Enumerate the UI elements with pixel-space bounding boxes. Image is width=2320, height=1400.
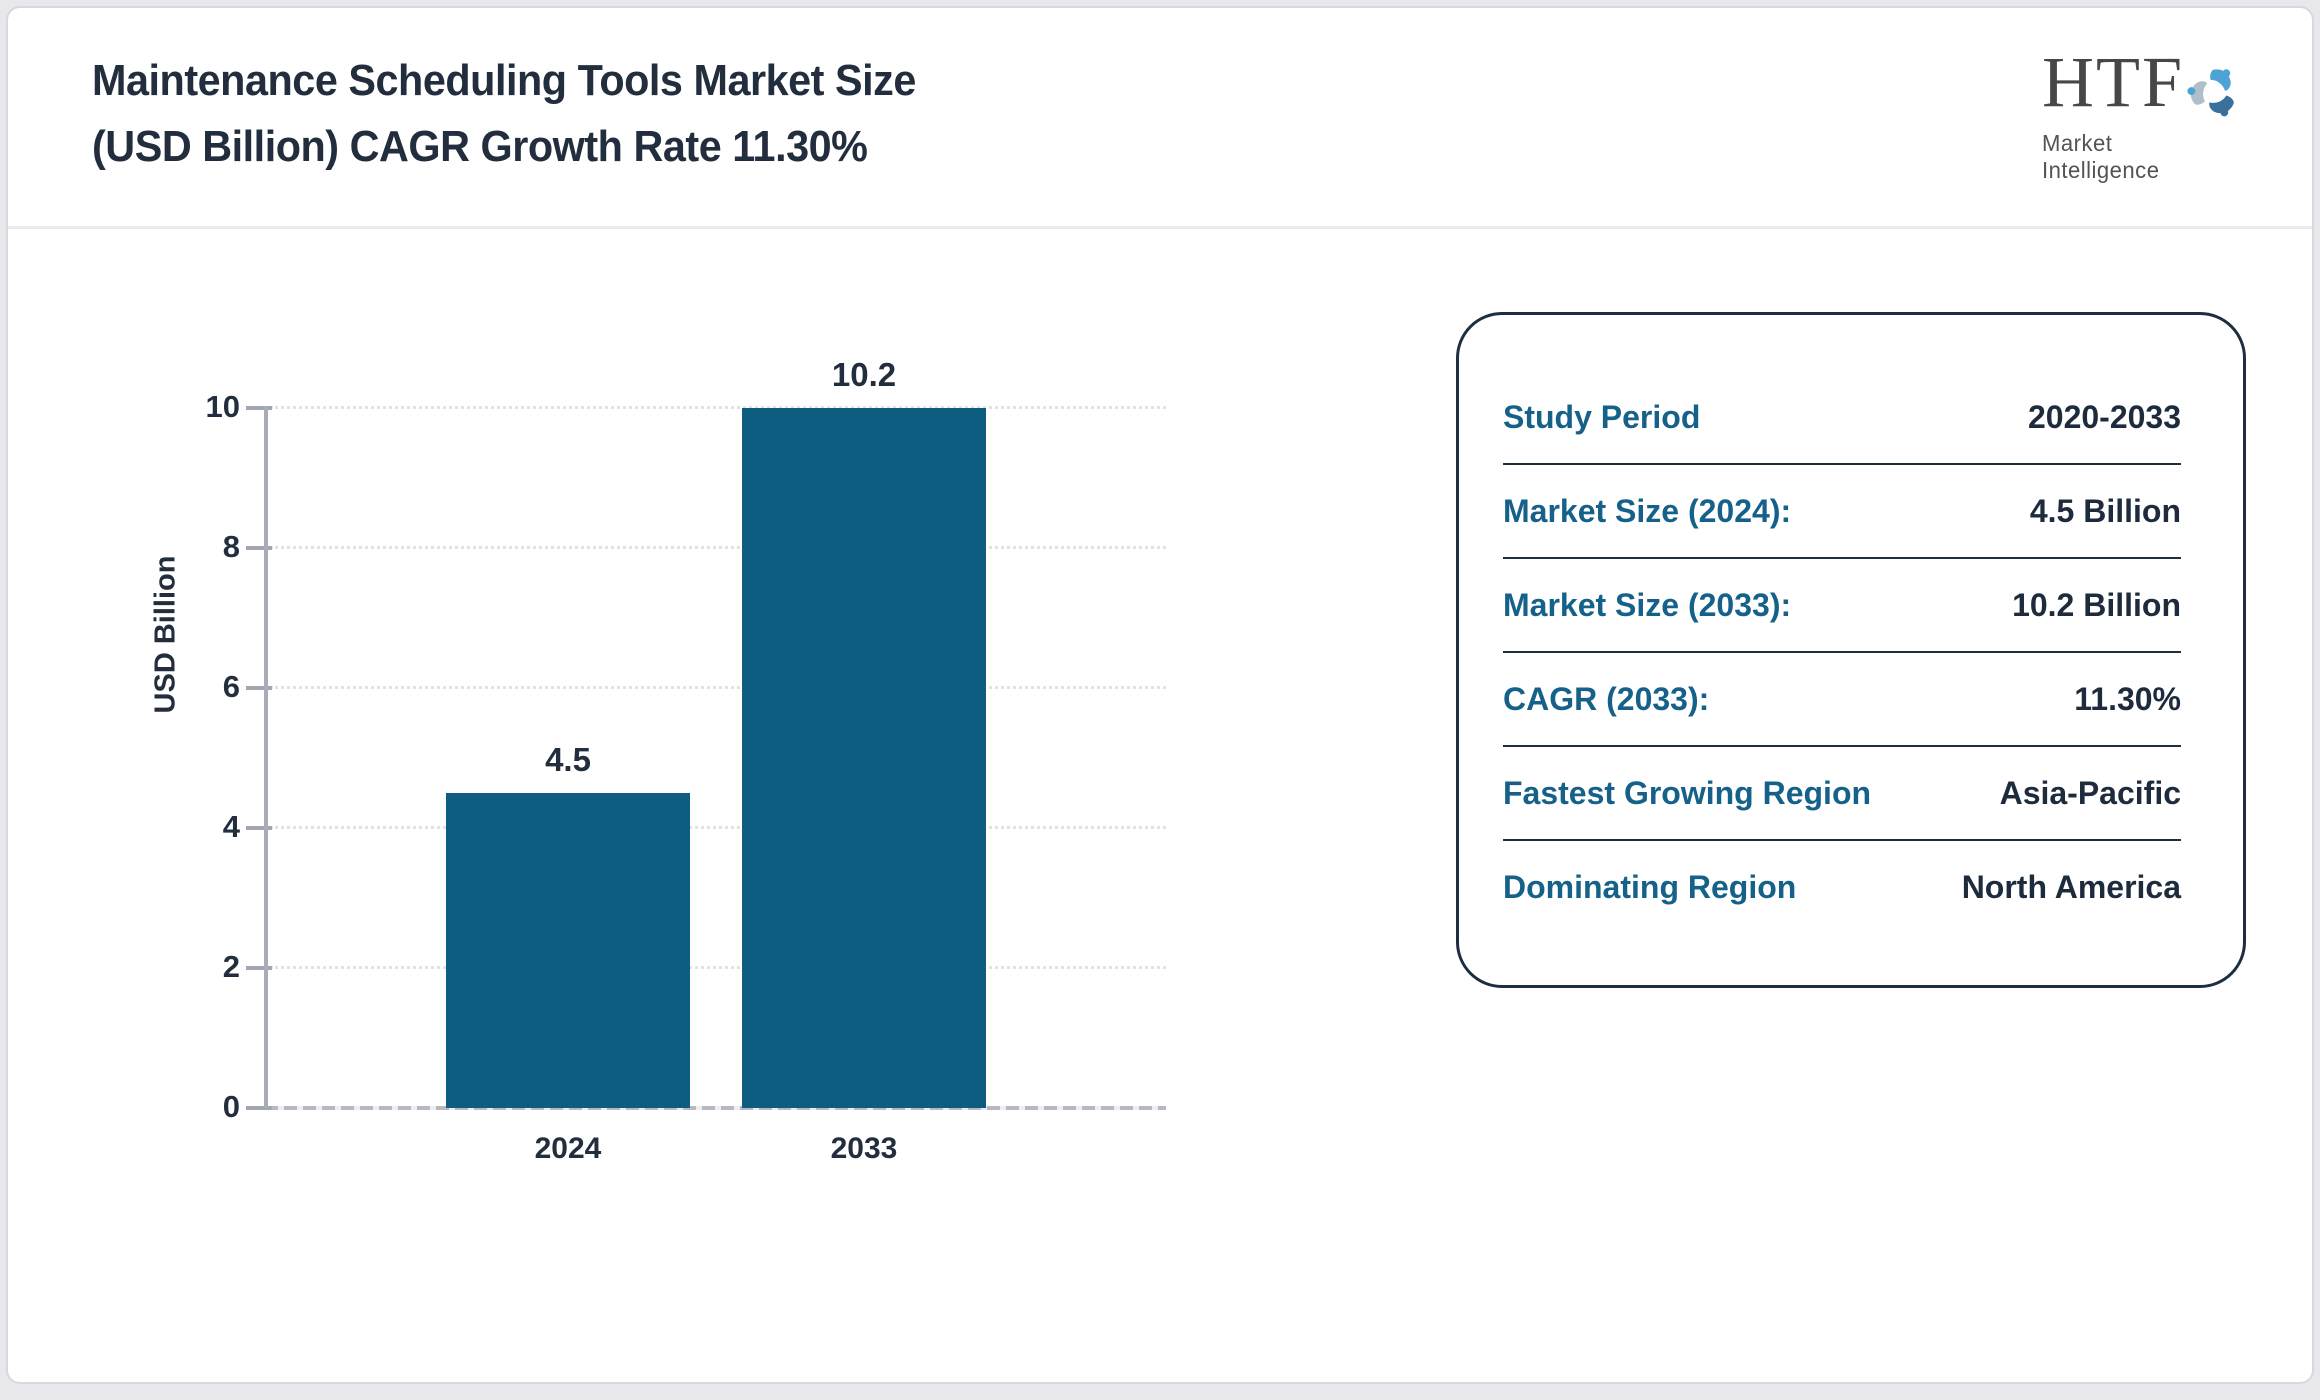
y-tick-mark: [246, 406, 272, 410]
x-category-label: 2024: [534, 1132, 602, 1165]
panel-row-value: 11.30%: [2074, 680, 2181, 717]
x-category-label: 2033: [830, 1132, 898, 1165]
bar-value-label: 4.5: [545, 741, 591, 778]
y-tick-mark: [246, 1106, 272, 1110]
logo-swirl-icon: [2187, 69, 2234, 117]
y-tick-label: 6: [222, 669, 240, 704]
y-tick-mark: [246, 686, 272, 690]
panel-row-label: CAGR (2033):: [1503, 680, 1710, 717]
panel-row-label: Study Period: [1503, 398, 1701, 435]
y-axis-line: [264, 406, 268, 1108]
infographic-card: Maintenance Scheduling Tools Market Size…: [6, 6, 2314, 1384]
panel-row: Fastest Growing Region Asia-Pacific: [1503, 747, 2181, 841]
summary-panel: Study Period 2020-2033 Market Size (2024):…: [1456, 312, 2246, 988]
gridline: [270, 826, 1166, 829]
panel-row: Market Size (2033): 10.2 Billion: [1503, 559, 2181, 653]
panel-row: Study Period 2020-2033: [1503, 371, 2181, 465]
header-divider: [8, 226, 2312, 229]
panel-row-value: North America: [1961, 868, 2181, 905]
bar-value-label: 10.2: [831, 356, 897, 393]
x-axis-baseline: [246, 1106, 1166, 1110]
y-tick-label: 2: [222, 949, 240, 984]
logo-wordmark: HTF: [2042, 42, 2185, 122]
brand-logo: HTF Market Inte: [2042, 42, 2242, 184]
page-title: Maintenance Scheduling Tools Market Size…: [92, 56, 916, 171]
y-tick-label: 0: [222, 1089, 240, 1124]
bar-2033: [742, 408, 986, 1108]
panel-row: Dominating Region North America: [1503, 841, 2181, 933]
panel-row: Market Size (2024): 4.5 Billion: [1503, 465, 2181, 559]
logo-subtext: Market Intelligence: [2042, 130, 2160, 183]
panel-row-label: Market Size (2024):: [1503, 492, 1792, 529]
panel-row-value: 10.2 Billion: [2012, 586, 2181, 623]
panel-row-label: Market Size (2033):: [1503, 586, 1792, 623]
panel-row-label: Dominating Region: [1503, 868, 1797, 905]
gridline: [270, 686, 1166, 689]
gridline: [270, 406, 1166, 409]
bar-chart: USD Billion 0 2 4 6 8 10 4.5 2024 10.2 2033: [8, 8, 1308, 1400]
gridline: [270, 546, 1166, 549]
y-tick-mark: [246, 546, 272, 550]
panel-row: CAGR (2033): 11.30%: [1503, 653, 2181, 747]
panel-row-label: Fastest Growing Region: [1503, 774, 1872, 811]
y-tick-label: 4: [222, 809, 240, 844]
y-tick-label: 10: [205, 389, 240, 424]
y-tick-label: 8: [222, 529, 240, 564]
panel-row-value: 4.5 Billion: [2029, 492, 2181, 529]
gridline: [270, 966, 1166, 969]
panel-row-value: Asia-Pacific: [1999, 774, 2181, 811]
y-tick-mark: [246, 966, 272, 970]
bar-2024: [446, 793, 690, 1108]
panel-row-value: 2020-2033: [2027, 398, 2181, 435]
y-tick-mark: [246, 826, 272, 830]
